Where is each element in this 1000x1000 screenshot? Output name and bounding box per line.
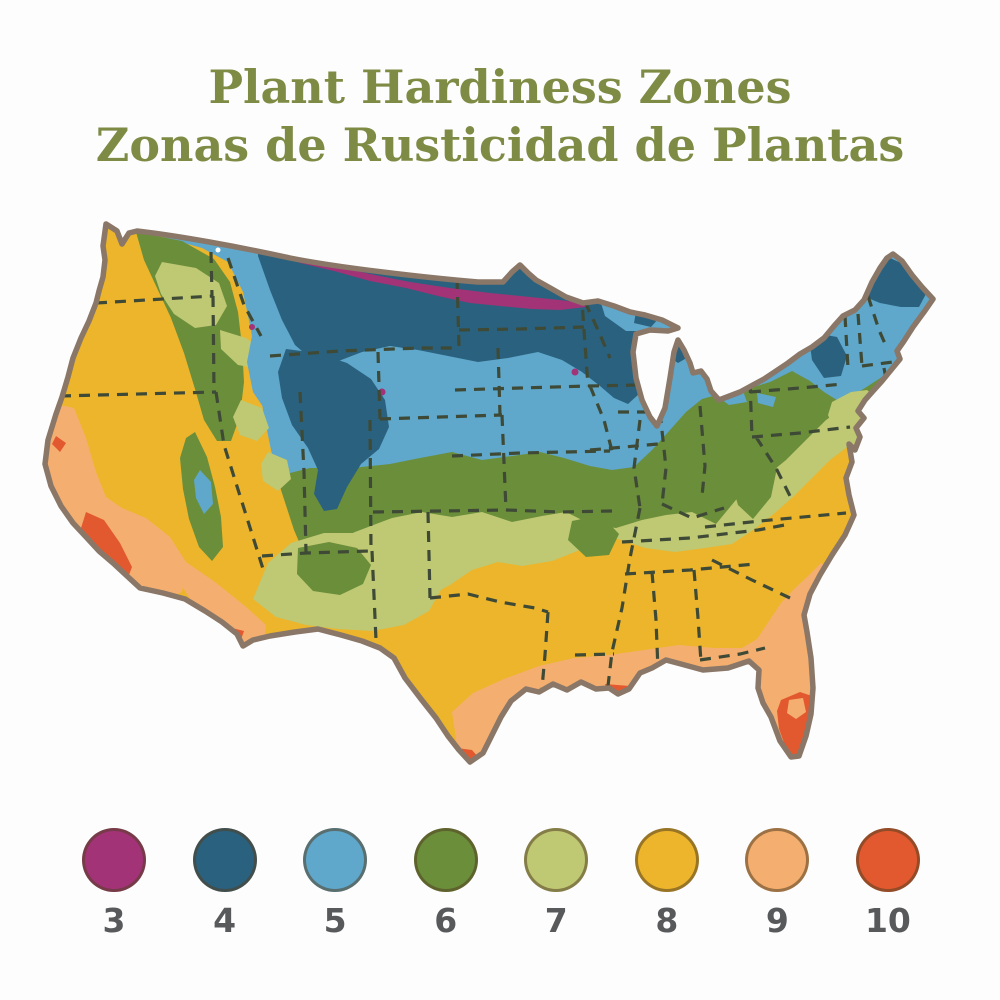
state-borders bbox=[59, 251, 894, 689]
legend-item-zone-7: 7 bbox=[524, 828, 589, 940]
legend-item-zone-3: 3 bbox=[82, 828, 146, 940]
map-outline bbox=[42, 221, 936, 765]
legend-label-zone-3: 3 bbox=[102, 901, 126, 940]
legend-swatch-zone-6 bbox=[413, 828, 478, 892]
legend-swatch-zone-4 bbox=[192, 828, 257, 892]
legend-item-zone-10: 10 bbox=[855, 828, 920, 940]
page-title-line1: Plant Hardiness Zones bbox=[208, 60, 792, 114]
legend-label-zone-4: 4 bbox=[213, 901, 237, 940]
zone-9-region-florida-inlier bbox=[787, 698, 806, 719]
white-speck bbox=[215, 247, 221, 253]
legend-label-zone-8: 8 bbox=[655, 901, 679, 940]
legend-item-zone-8: 8 bbox=[634, 828, 699, 940]
legend-swatch-zone-5 bbox=[303, 828, 368, 892]
legend-label-zone-5: 5 bbox=[323, 901, 347, 940]
legend-swatch-zone-10 bbox=[855, 828, 920, 892]
zone-6-region-east-blobs bbox=[568, 456, 777, 557]
legend-swatch-zone-9 bbox=[745, 828, 810, 892]
legend-swatch-zone-3 bbox=[82, 828, 146, 892]
legend-item-zone-5: 5 bbox=[303, 828, 368, 940]
legend-swatch-zone-7 bbox=[524, 828, 589, 892]
legend-label-zone-7: 7 bbox=[544, 901, 568, 940]
legend-label-zone-9: 9 bbox=[765, 901, 789, 940]
legend-swatch-zone-8 bbox=[634, 828, 699, 892]
legend: 3 4 5 6 7 8 9 10 bbox=[82, 828, 920, 940]
page-title-line2: Zonas de Rusticidad de Plantas bbox=[95, 118, 905, 172]
legend-item-zone-9: 9 bbox=[745, 828, 810, 940]
legend-label-zone-6: 6 bbox=[434, 901, 458, 940]
page-title: Plant Hardiness Zones Zonas de Rusticida… bbox=[0, 58, 1000, 174]
zone-4-region-rockies bbox=[278, 349, 389, 511]
legend-label-zone-10: 10 bbox=[864, 901, 911, 940]
legend-item-zone-4: 4 bbox=[192, 828, 257, 940]
zone-3-region-strip bbox=[288, 258, 586, 310]
legend-item-zone-6: 6 bbox=[413, 828, 478, 940]
